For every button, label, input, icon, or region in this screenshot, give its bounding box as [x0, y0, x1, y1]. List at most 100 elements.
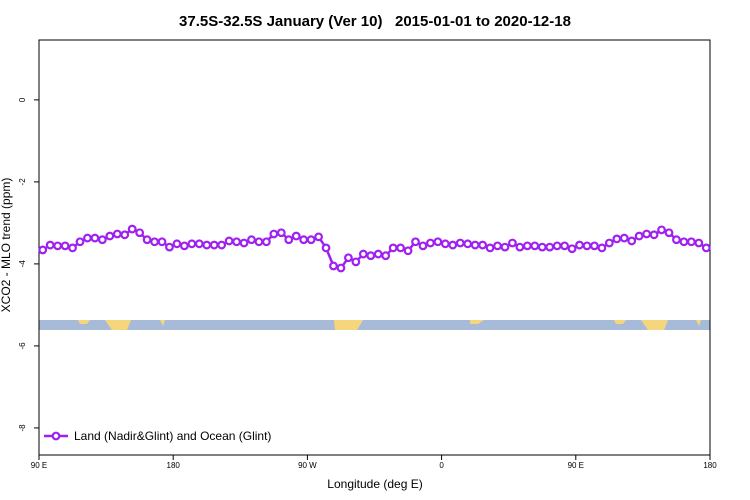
data-point [90, 233, 100, 243]
data-point [418, 241, 428, 251]
data-point [604, 238, 614, 248]
data-point [411, 237, 420, 247]
data-point [515, 242, 525, 252]
data-point [224, 236, 234, 246]
data-point [306, 235, 316, 245]
x-tick-label: 90 E [31, 461, 47, 470]
data-point [209, 240, 219, 250]
data-point [261, 237, 271, 247]
plot-frame [38, 39, 711, 456]
data-point [83, 233, 92, 243]
x-tick-label: 0 [439, 461, 444, 470]
data-point [478, 240, 488, 250]
data-point [247, 235, 256, 245]
data-point [351, 257, 361, 267]
data-point [448, 240, 458, 250]
data-point [142, 235, 152, 245]
y-tick-label: -8 [18, 424, 27, 432]
data-point [508, 238, 517, 248]
data-point [344, 253, 353, 263]
data-point [172, 239, 182, 249]
data-point [157, 237, 167, 247]
data-point [694, 238, 704, 248]
data-point [165, 242, 174, 252]
data-point [194, 239, 204, 249]
data-point [381, 251, 391, 261]
data-point [336, 263, 346, 273]
data-point [68, 243, 77, 253]
data-point [358, 249, 368, 259]
data-point [426, 238, 435, 248]
y-tick-label: -6 [18, 342, 27, 350]
data-point [440, 239, 450, 249]
data-point [530, 241, 540, 251]
data-point [537, 242, 547, 252]
x-tick-label: 180 [167, 461, 181, 470]
data-point [686, 237, 696, 247]
data-point [545, 242, 555, 252]
data-point [276, 228, 286, 238]
data-point [97, 235, 107, 245]
data-point [455, 238, 465, 248]
data-point [53, 241, 63, 251]
data-point [75, 237, 85, 247]
x-axis-label: Longitude (deg E) [327, 477, 422, 491]
x-tick-label: 90 E [568, 461, 584, 470]
data-point [321, 243, 331, 253]
y-tick-label: 0 [18, 97, 27, 102]
y-tick-label: -4 [18, 260, 27, 268]
data-point [590, 241, 599, 251]
data-point [575, 240, 584, 250]
data-point [463, 239, 473, 249]
data-point [619, 233, 629, 243]
data-point [45, 240, 55, 250]
data-point [396, 243, 405, 253]
data-point [187, 239, 197, 249]
data-point [567, 244, 577, 254]
data-point [657, 225, 666, 235]
land-ocean-strip [39, 320, 710, 330]
data-point [314, 232, 323, 242]
data-point [634, 231, 644, 241]
data-point [664, 228, 674, 238]
data-point [642, 229, 652, 239]
data-point [105, 231, 115, 241]
data-point [470, 240, 480, 250]
data-point [127, 224, 137, 234]
data-point [403, 246, 413, 256]
x-tick-label: 90 W [298, 461, 317, 470]
data-point [60, 241, 70, 251]
data-point [329, 261, 338, 271]
data-point [254, 237, 264, 247]
data-point [232, 237, 241, 247]
data-point [597, 243, 607, 253]
data-point [522, 241, 532, 251]
data-point [373, 249, 383, 259]
data-point [150, 237, 159, 247]
y-axis-label: XCO2 - MLO trend (ppm) [0, 178, 13, 313]
data-point [299, 235, 309, 245]
data-point [284, 235, 294, 245]
data-point [433, 237, 443, 247]
data-point [612, 234, 622, 244]
data-point [500, 242, 510, 252]
data-point [552, 241, 562, 251]
data-point [582, 241, 592, 251]
data-point [269, 229, 279, 239]
data-point [679, 237, 689, 247]
data-point [135, 228, 145, 238]
data-point [493, 241, 502, 251]
legend-marker [51, 431, 61, 441]
data-point [366, 251, 376, 261]
data-point [217, 240, 227, 250]
legend-label: Land (Nadir&Glint) and Ocean (Glint) [74, 429, 271, 443]
data-point [701, 243, 711, 253]
data-point [672, 235, 681, 245]
data-point [627, 236, 637, 246]
chart-title: 37.5S-32.5S January (Ver 10) 2015-01-01 … [179, 13, 571, 30]
data-point [120, 230, 130, 240]
data-point [112, 229, 122, 239]
data-point [560, 241, 570, 251]
data-point [291, 231, 301, 241]
data-point [38, 245, 48, 255]
